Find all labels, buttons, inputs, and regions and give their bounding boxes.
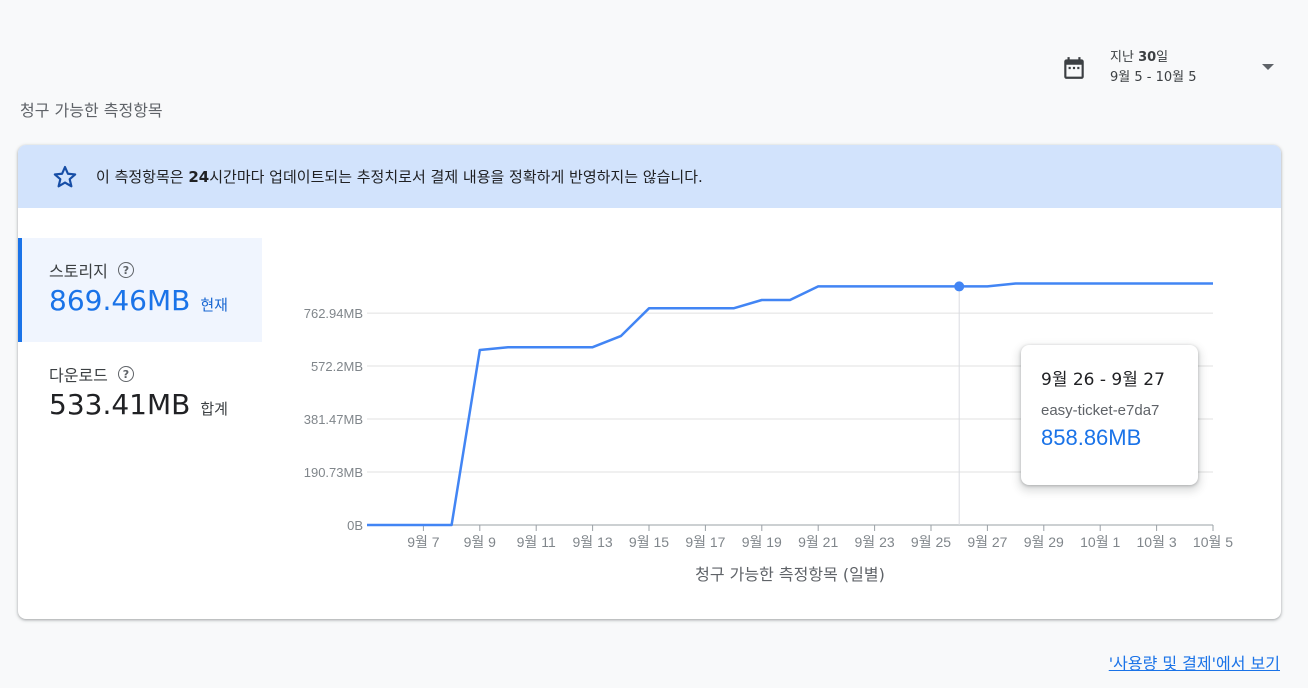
metric-download-value: 533.41MB bbox=[49, 388, 191, 421]
y-tick-label: 0B bbox=[347, 518, 363, 533]
usage-line-chart[interactable]: 0B 190.73MB 381.47MB 572.2MB 762.94MB 9월 7 9월 … bbox=[18, 145, 1281, 619]
y-tick-label: 762.94MB bbox=[304, 306, 363, 321]
x-tick-label: 10월 3 bbox=[1137, 534, 1177, 550]
chart-tooltip: 9월 26 - 9월 27 easy-ticket-e7da7 858.86MB bbox=[1021, 345, 1198, 485]
tooltip-date: 9월 26 - 9월 27 bbox=[1041, 370, 1165, 390]
x-tick-label: 9월 23 bbox=[855, 534, 895, 550]
x-axis-title: 청구 가능한 측정항목 (일별) bbox=[695, 565, 885, 584]
metric-storage-label: 스토리지 bbox=[49, 262, 108, 281]
x-tick-label: 9월 19 bbox=[742, 534, 782, 550]
tooltip-series: easy-ticket-e7da7 bbox=[1041, 402, 1160, 419]
x-tick-label: 10월 5 bbox=[1193, 534, 1233, 550]
metric-storage-unit: 현재 bbox=[200, 296, 228, 314]
y-tick-label: 190.73MB bbox=[304, 465, 363, 480]
dropdown-arrow-icon[interactable] bbox=[1262, 64, 1274, 70]
usage-billing-link[interactable]: '사용량 및 결제'에서 보기 bbox=[1108, 654, 1280, 673]
metric-download-unit: 합계 bbox=[200, 400, 228, 418]
x-tick-label: 9월 7 bbox=[407, 534, 440, 550]
billable-metrics-card: 이 측정항목은 24시간마다 업데이트되는 추정치로서 결제 내용을 정확하게 … bbox=[18, 145, 1281, 619]
x-tick-label: 9월 21 bbox=[798, 534, 838, 550]
hover-data-point bbox=[954, 281, 965, 292]
help-icon[interactable]: ? bbox=[117, 366, 134, 382]
metric-storage-value: 869.46MB bbox=[49, 284, 191, 317]
tooltip-value: 858.86MB bbox=[1041, 425, 1142, 450]
storage-series-line bbox=[367, 282, 1213, 527]
y-tick-label: 572.2MB bbox=[311, 359, 363, 374]
info-banner: 이 측정항목은 24시간마다 업데이트되는 추정치로서 결제 내용을 정확하게 … bbox=[18, 145, 1281, 208]
x-tick-label: 9월 13 bbox=[573, 534, 613, 550]
section-title: 청구 가능한 측정항목 bbox=[20, 101, 163, 120]
date-range-label: 지난 30일 bbox=[1110, 50, 1169, 65]
x-tick-label: 9월 27 bbox=[967, 534, 1007, 550]
metric-storage[interactable]: 스토리지 ? 869.46MB 현재 bbox=[18, 238, 262, 342]
star-icon bbox=[52, 164, 78, 190]
x-tick-label: 9월 15 bbox=[629, 534, 669, 550]
date-range-dates: 9월 5 - 10월 5 bbox=[1110, 70, 1197, 85]
x-tick-label: 9월 9 bbox=[464, 534, 497, 550]
x-tick-label: 10월 1 bbox=[1080, 534, 1120, 550]
x-tick-label: 9월 17 bbox=[685, 534, 725, 550]
metric-download-label: 다운로드 bbox=[49, 366, 108, 385]
x-tick-label: 9월 11 bbox=[517, 534, 556, 550]
y-tick-label: 381.47MB bbox=[304, 412, 363, 427]
x-tick-label: 9월 29 bbox=[1024, 534, 1064, 550]
date-range-picker[interactable]: 지난 30일 9월 5 - 10월 5 bbox=[1058, 44, 1282, 92]
banner-message: 이 측정항목은 24시간마다 업데이트되는 추정치로서 결제 내용을 정확하게 … bbox=[96, 168, 703, 186]
help-icon[interactable]: ? bbox=[117, 262, 134, 278]
metric-download[interactable]: 다운로드 ? 533.41MB 합계 bbox=[18, 342, 262, 446]
calendar-icon bbox=[1058, 52, 1090, 84]
x-tick-label: 9월 25 bbox=[911, 534, 951, 550]
